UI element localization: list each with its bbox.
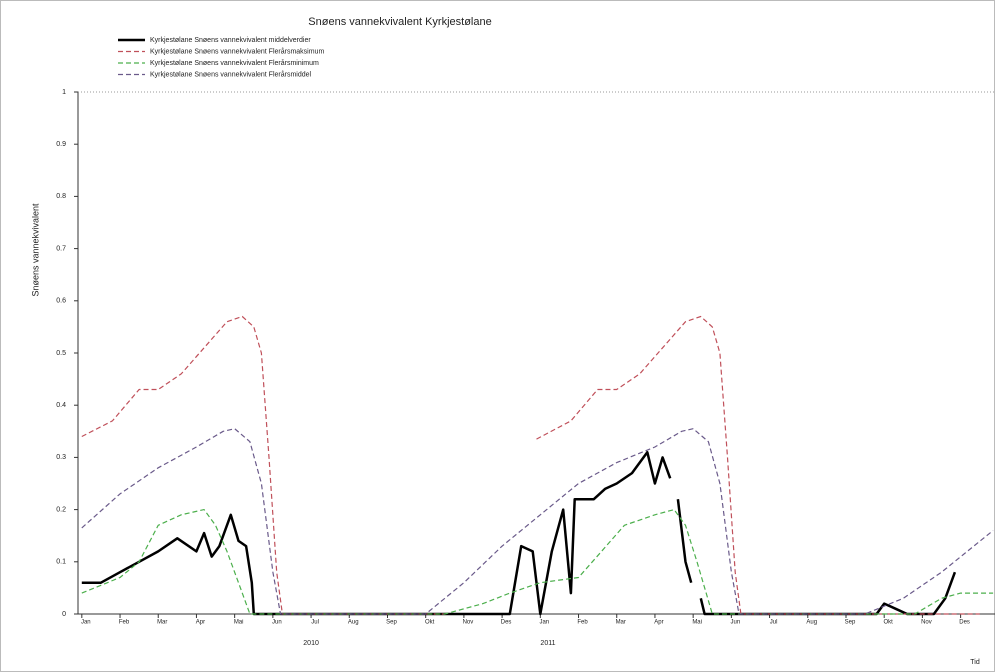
x-tick-label: Jul (770, 620, 778, 626)
legend-label: Kyrkjestølane Snøens vannekvivalent midd… (150, 37, 311, 44)
x-tick-label: Mar (616, 620, 626, 626)
y-tick-label: 0.9 (56, 141, 66, 148)
series-line (536, 315, 980, 615)
legend-label: Kyrkjestølane Snøens vannekvivalent Fler… (150, 59, 319, 67)
y-tick-label: 0.5 (56, 350, 66, 357)
series-line (81, 315, 445, 615)
x-tick-label: Jun (731, 620, 741, 626)
x-tick-label: Nov (921, 620, 932, 626)
x-tick-label: Apr (654, 620, 663, 626)
y-tick-label: 0.1 (56, 559, 66, 566)
x-tick-label: Des (959, 620, 970, 626)
series-line (81, 428, 994, 615)
y-tick-label: 0.3 (56, 454, 66, 461)
y-tick-label: 0.6 (56, 298, 66, 305)
x-tick-label: Jan (81, 620, 91, 626)
x-tick-label: Mai (234, 620, 244, 626)
x-tick-label: Aug (806, 620, 817, 626)
x-tick-label: Okt (884, 620, 894, 626)
y-tick-label: 0.8 (56, 193, 66, 200)
series-line (676, 499, 693, 584)
x-tick-label: Sep (386, 620, 397, 626)
x-tick-label: Aug (348, 620, 359, 626)
series-line (81, 509, 994, 615)
x-tick-label: Mar (157, 620, 167, 626)
x-axis-label: Tid (970, 659, 980, 666)
x-tick-label: Jul (311, 620, 319, 626)
x-tick-label: Jun (272, 620, 282, 626)
x-tick-label: Apr (196, 620, 205, 626)
legend-label: Kyrkjestølane Snøens vannekvivalent Fler… (150, 70, 312, 78)
x-tick-label: Sep (845, 620, 856, 626)
y-tick-label: 0.7 (56, 245, 66, 252)
y-tick-label: 0 (62, 611, 66, 618)
y-tick-label: 1 (62, 89, 66, 96)
y-tick-label: 0.4 (56, 402, 66, 409)
y-tick-label: 0.2 (56, 506, 66, 513)
series-line (81, 450, 672, 616)
x-tick-label: Feb (119, 620, 130, 626)
y-axis-label: Snøens vannekvivalent (30, 203, 40, 297)
year-label: 2011 (540, 640, 555, 647)
chart-title: Snøens vannekvivalent Kyrkjestølane (308, 16, 491, 28)
x-tick-label: Nov (463, 620, 474, 626)
x-tick-label: Jan (539, 620, 549, 626)
x-tick-label: Mai (692, 620, 702, 626)
year-label: 2010 (303, 640, 319, 647)
x-tick-label: Feb (577, 620, 588, 626)
x-tick-label: Okt (425, 620, 435, 626)
legend-label: Kyrkjestølane Snøens vannekvivalent Fler… (150, 47, 324, 55)
x-tick-label: Des (501, 620, 512, 626)
